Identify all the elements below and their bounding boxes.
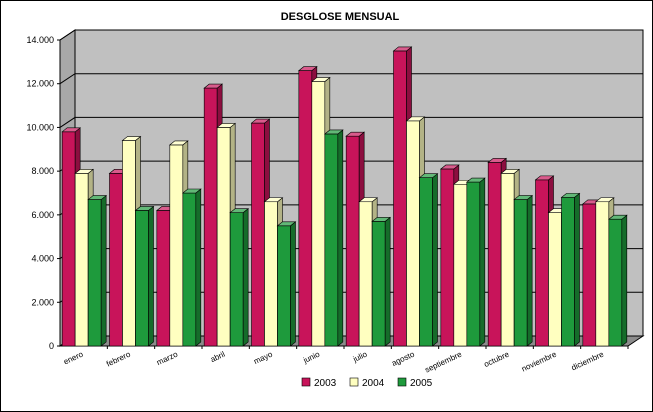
y-tick-label: 10.000 — [26, 122, 54, 132]
legend-swatch — [349, 377, 359, 387]
gridline — [59, 116, 643, 128]
legend-label: 2003 — [314, 378, 337, 389]
bar-2005-junio — [323, 129, 344, 347]
gridline — [59, 73, 643, 85]
legend-swatch — [301, 377, 311, 387]
y-tick-label: 0 — [49, 341, 54, 351]
y-tick-label: 12.000 — [26, 79, 54, 89]
y-tick-label: 2.000 — [31, 297, 54, 307]
bars — [61, 46, 628, 347]
bar-2005-noviembre — [560, 192, 581, 347]
bar-2005-octubre — [513, 194, 534, 347]
legend-label: 2005 — [410, 378, 433, 389]
bar-2005-agosto — [418, 173, 439, 347]
bar-2005-marzo — [181, 188, 202, 347]
bar-2005-diciembre — [607, 214, 628, 347]
legend-swatch — [397, 377, 407, 387]
bar-2005-septiembre — [465, 177, 486, 347]
y-tick-label: 14.000 — [26, 35, 54, 45]
legend: 2003 2004 2005 — [301, 377, 433, 389]
bar-2005-abril — [229, 208, 250, 347]
chart-title: DESGLOSE MENSUAL — [281, 11, 400, 23]
y-tick-label: 4.000 — [31, 254, 54, 264]
bar-2005-febrero — [134, 205, 155, 347]
bar-2005-julio — [371, 216, 392, 347]
y-tick-label: 8.000 — [31, 166, 54, 176]
legend-label: 2004 — [362, 378, 385, 389]
bar-2005-enero — [87, 194, 108, 347]
y-tick-label: 6.000 — [31, 210, 54, 220]
bar-2005-mayo — [276, 221, 297, 347]
gridline — [59, 29, 643, 41]
